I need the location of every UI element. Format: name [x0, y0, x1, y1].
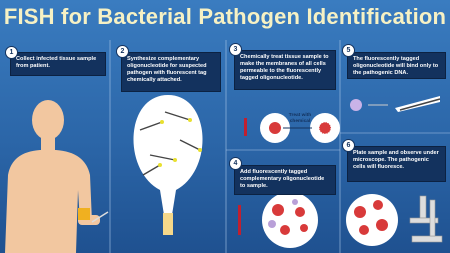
- step-number: 4: [229, 157, 242, 170]
- needle: [91, 211, 109, 223]
- tube: [238, 205, 241, 235]
- tube: [163, 213, 173, 235]
- title: FISH for Bacterial Pathogen Identificati…: [3, 4, 447, 29]
- oligonucleotide: [399, 98, 441, 111]
- cells: [268, 199, 298, 228]
- tourniquet: [78, 208, 90, 220]
- microscope: [409, 195, 443, 243]
- step-number: 2: [116, 45, 129, 58]
- step-number: 3: [229, 43, 242, 56]
- step-text: Add fluorescently tagged complementary o…: [234, 165, 336, 195]
- step-text: Plate sample and observe under microscop…: [347, 146, 446, 182]
- step-text: The fluorescently tagged oligonucleotide…: [347, 52, 446, 79]
- step-text: Chemically treat tissue sample to make t…: [234, 50, 336, 90]
- cell-view: [262, 192, 318, 248]
- cells: [354, 200, 388, 235]
- tube: [244, 118, 247, 136]
- fluorescent-tags: [158, 118, 202, 167]
- step-number: 6: [342, 139, 355, 152]
- step-text: Synthesize complementary oligonucleotide…: [121, 52, 221, 92]
- patient: [5, 100, 100, 253]
- cell: [350, 99, 362, 111]
- cells: [272, 204, 308, 235]
- oligonucleotides: [139, 111, 201, 176]
- slide-view: [346, 194, 398, 246]
- annotation: Treat with chemical: [288, 113, 312, 124]
- cell: [318, 121, 332, 135]
- cell: [269, 122, 281, 134]
- step-number: 5: [342, 44, 355, 57]
- balloon: [133, 95, 203, 215]
- step-number: 1: [5, 46, 18, 59]
- step-text: Collect infected tissue sample from pati…: [10, 52, 106, 76]
